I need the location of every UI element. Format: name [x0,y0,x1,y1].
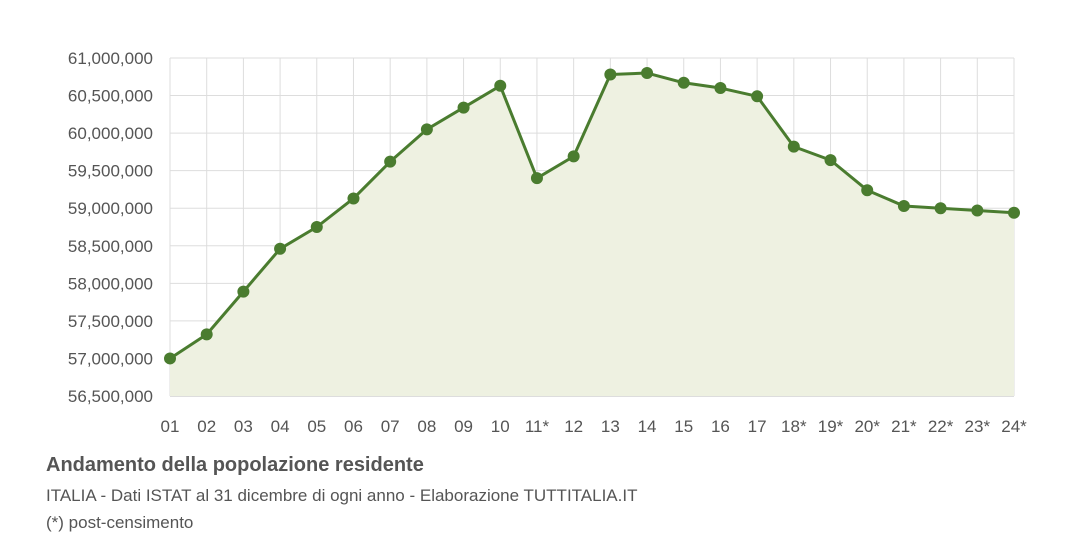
x-tick-label: 11* [525,417,550,436]
series-line [169,71,1015,360]
x-tick-label: 08 [417,417,436,436]
chart-note: (*) post-censimento [46,513,194,532]
x-tick-label: 12 [564,417,583,436]
data-point [897,199,910,212]
data-point [347,192,360,205]
y-tick-label: 57,500,000 [68,312,153,331]
x-tick-label: 13 [601,417,620,436]
x-tick-label: 18* [781,417,807,436]
x-tick-label: 06 [344,417,363,436]
y-tick-label: 61,000,000 [68,49,153,68]
line-layer [169,71,1015,360]
x-axis-ticks: 01 02 03 04 05 06 07 08 09 10 11* 12 13 14 15 16 17 18* 19… [161,417,1028,436]
x-tick-label: 17 [748,417,767,436]
chart-subtitle: ITALIA - Dati ISTAT al 31 dicembre di og… [46,486,638,505]
x-tick-label: 03 [234,417,253,436]
x-tick-label: 05 [307,417,326,436]
data-point [237,285,250,298]
data-point [420,123,433,136]
x-tick-label: 01 [161,417,180,436]
x-tick-label: 24* [1001,417,1027,436]
area-fill [170,73,1014,397]
x-tick-label: 15 [674,417,693,436]
x-tick-label: 10 [491,417,510,436]
chart-title: Andamento della popolazione residente [46,454,424,476]
data-point [567,150,580,163]
x-tick-label: 02 [197,417,216,436]
data-point [971,204,984,217]
data-point [641,67,654,80]
x-tick-label: 19* [818,417,844,436]
y-axis-ticks: 56,500,000 57,000,000 57,500,000 58,000,000… [68,49,153,406]
data-point [1008,206,1020,219]
y-tick-label: 60,500,000 [68,87,153,106]
y-tick-label: 59,500,000 [68,162,153,181]
data-point [164,352,176,365]
area-layer [170,73,1014,397]
data-point [934,202,947,215]
data-point [677,76,690,89]
x-tick-label: 16 [711,417,730,436]
x-tick-label: 09 [454,417,473,436]
data-point [861,184,874,197]
data-point [274,242,287,255]
data-point [787,140,800,153]
y-tick-label: 56,500,000 [68,387,153,406]
x-tick-label: 23* [965,417,991,436]
y-tick-label: 59,000,000 [68,199,153,218]
data-point [824,154,837,167]
data-point [751,90,764,103]
y-tick-label: 58,500,000 [68,237,153,256]
x-tick-label: 20* [854,417,880,436]
data-point [530,172,543,185]
x-tick-label: 22* [928,417,954,436]
x-tick-label: 21* [891,417,917,436]
data-point [200,328,213,341]
data-point [494,79,507,92]
data-point [457,101,470,114]
data-point [310,221,323,233]
data-point [714,82,727,95]
x-tick-label: 14 [638,417,657,436]
y-tick-label: 57,000,000 [68,349,153,368]
data-point [384,155,397,168]
point-layer [164,67,1020,365]
y-tick-label: 60,000,000 [68,124,153,143]
x-tick-label: 04 [271,417,290,436]
data-point [604,68,617,81]
population-chart: 56,500,000 57,000,000 57,500,000 58,000,000… [68,49,1028,436]
y-tick-label: 58,000,000 [68,274,153,293]
x-tick-label: 07 [381,417,400,436]
